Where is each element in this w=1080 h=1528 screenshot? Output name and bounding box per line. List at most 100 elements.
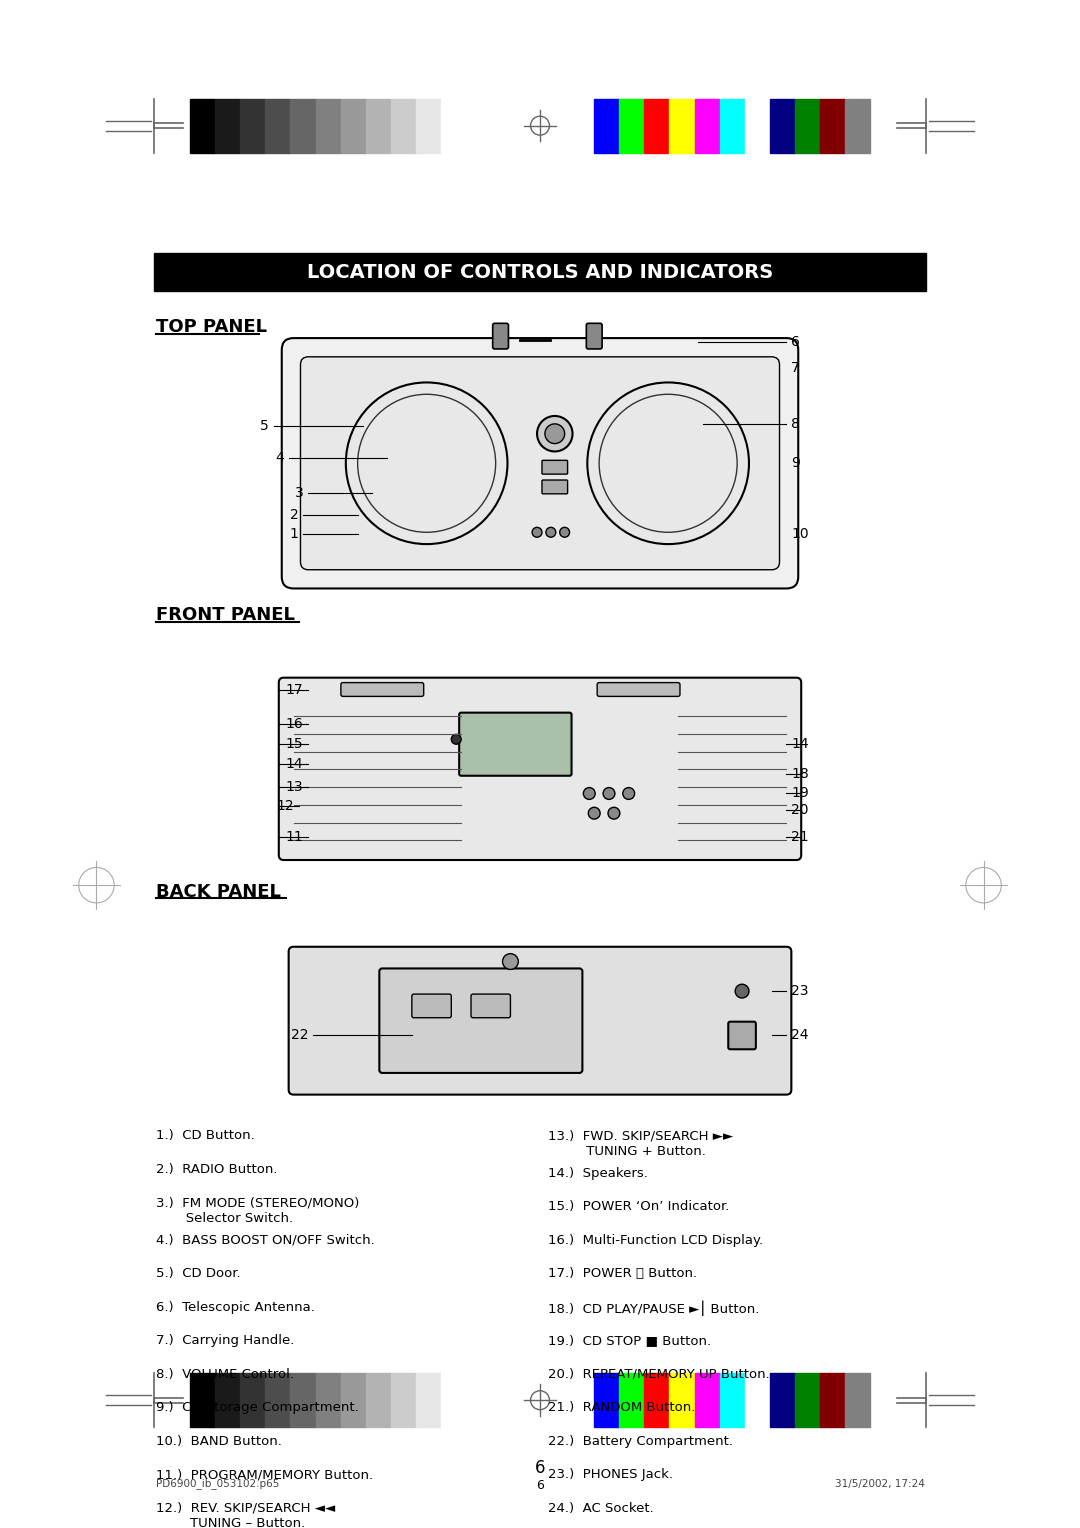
- Text: 3: 3: [295, 486, 303, 500]
- Text: 22: 22: [291, 1028, 309, 1042]
- Bar: [795, 1374, 820, 1427]
- Bar: [291, 99, 315, 153]
- Bar: [215, 1374, 240, 1427]
- Text: 9: 9: [792, 457, 800, 471]
- Text: 17: 17: [286, 683, 303, 697]
- Circle shape: [559, 527, 569, 538]
- Bar: [846, 1374, 870, 1427]
- Text: 10.)  BAND Button.: 10.) BAND Button.: [156, 1435, 282, 1447]
- Text: 17.)  POWER ⏻ Button.: 17.) POWER ⏻ Button.: [548, 1267, 697, 1280]
- Text: 23: 23: [792, 984, 809, 998]
- FancyBboxPatch shape: [300, 358, 780, 570]
- Circle shape: [545, 527, 556, 538]
- Text: 14: 14: [286, 756, 303, 772]
- Text: 23.)  PHONES Jack.: 23.) PHONES Jack.: [548, 1468, 673, 1481]
- Bar: [645, 99, 670, 153]
- FancyBboxPatch shape: [728, 1022, 756, 1050]
- Bar: [441, 1374, 467, 1427]
- Text: 6: 6: [535, 1459, 545, 1478]
- Text: 3.)  FM MODE (STEREO/MONO): 3.) FM MODE (STEREO/MONO): [156, 1196, 359, 1209]
- Bar: [391, 1374, 416, 1427]
- Text: 31/5/2002, 17:24: 31/5/2002, 17:24: [835, 1479, 924, 1488]
- Text: 12.)  REV. SKIP/SEARCH ◄◄: 12.) REV. SKIP/SEARCH ◄◄: [156, 1502, 335, 1514]
- FancyBboxPatch shape: [597, 683, 680, 697]
- Text: 10: 10: [792, 527, 809, 541]
- Bar: [416, 99, 441, 153]
- FancyBboxPatch shape: [459, 712, 571, 776]
- Bar: [694, 1374, 719, 1427]
- Bar: [670, 99, 694, 153]
- Text: 19: 19: [792, 787, 809, 801]
- FancyBboxPatch shape: [279, 677, 801, 860]
- Text: 8.)  VOLUME Control.: 8.) VOLUME Control.: [156, 1368, 294, 1381]
- Bar: [745, 1374, 770, 1427]
- Bar: [315, 99, 340, 153]
- Text: 9.)  CD Storage Compartment.: 9.) CD Storage Compartment.: [156, 1401, 359, 1415]
- FancyBboxPatch shape: [341, 683, 423, 697]
- Bar: [645, 1374, 670, 1427]
- Text: 16.)  Multi-Function LCD Display.: 16.) Multi-Function LCD Display.: [548, 1233, 762, 1247]
- Text: 2.)  RADIO Button.: 2.) RADIO Button.: [156, 1163, 278, 1175]
- Bar: [846, 99, 870, 153]
- Text: 6: 6: [536, 1479, 544, 1491]
- Bar: [820, 1374, 846, 1427]
- Text: 13: 13: [286, 779, 303, 793]
- Text: 21.)  RANDOM Button.: 21.) RANDOM Button.: [548, 1401, 696, 1415]
- Text: TUNING – Button.: TUNING – Button.: [156, 1517, 305, 1528]
- Bar: [340, 99, 366, 153]
- Text: FRONT PANEL: FRONT PANEL: [156, 607, 295, 625]
- Bar: [315, 1374, 340, 1427]
- Text: Selector Switch.: Selector Switch.: [156, 1212, 293, 1225]
- Bar: [795, 99, 820, 153]
- Text: 2: 2: [289, 507, 298, 521]
- Bar: [266, 1374, 291, 1427]
- Text: 6.)  Telescopic Antenna.: 6.) Telescopic Antenna.: [156, 1300, 314, 1314]
- Text: PD6900_ib_053102.p65: PD6900_ib_053102.p65: [156, 1479, 279, 1490]
- Text: 5.)  CD Door.: 5.) CD Door.: [156, 1267, 240, 1280]
- Bar: [670, 1374, 694, 1427]
- Bar: [619, 99, 645, 153]
- Bar: [441, 99, 467, 153]
- Circle shape: [537, 416, 572, 451]
- Text: 1: 1: [289, 527, 298, 541]
- Text: 22.)  Battery Compartment.: 22.) Battery Compartment.: [548, 1435, 733, 1447]
- Text: 4.)  BASS BOOST ON/OFF Switch.: 4.) BASS BOOST ON/OFF Switch.: [156, 1233, 375, 1247]
- Text: 11: 11: [286, 830, 303, 845]
- Text: 21: 21: [792, 830, 809, 845]
- Bar: [340, 1374, 366, 1427]
- Circle shape: [451, 735, 461, 744]
- Text: 1.)  CD Button.: 1.) CD Button.: [156, 1129, 254, 1141]
- Text: LOCATION OF CONTROLS AND INDICATORS: LOCATION OF CONTROLS AND INDICATORS: [307, 263, 773, 281]
- Text: 4: 4: [275, 451, 284, 466]
- Circle shape: [603, 787, 615, 799]
- Text: 7.)  Carrying Handle.: 7.) Carrying Handle.: [156, 1334, 294, 1348]
- Text: 7: 7: [792, 361, 800, 374]
- Bar: [594, 1374, 619, 1427]
- Bar: [745, 99, 770, 153]
- Text: 15: 15: [286, 736, 303, 752]
- Bar: [619, 1374, 645, 1427]
- Bar: [153, 254, 927, 290]
- Circle shape: [608, 807, 620, 819]
- Bar: [416, 1374, 441, 1427]
- Bar: [770, 1374, 795, 1427]
- Text: 24.)  AC Socket.: 24.) AC Socket.: [548, 1502, 653, 1514]
- Circle shape: [502, 953, 518, 969]
- Bar: [391, 99, 416, 153]
- Text: 12: 12: [276, 799, 294, 813]
- Text: BACK PANEL: BACK PANEL: [156, 883, 281, 900]
- Bar: [594, 99, 619, 153]
- Circle shape: [532, 527, 542, 538]
- Text: 19.)  CD STOP ■ Button.: 19.) CD STOP ■ Button.: [548, 1334, 711, 1348]
- Bar: [719, 99, 745, 153]
- Bar: [770, 99, 795, 153]
- Bar: [719, 1374, 745, 1427]
- FancyBboxPatch shape: [379, 969, 582, 1073]
- Bar: [820, 99, 846, 153]
- Bar: [266, 99, 291, 153]
- Text: 8: 8: [792, 417, 800, 431]
- FancyBboxPatch shape: [492, 324, 509, 348]
- Text: 15.)  POWER ‘On’ Indicator.: 15.) POWER ‘On’ Indicator.: [548, 1199, 729, 1213]
- Text: 13.)  FWD. SKIP/SEARCH ►►: 13.) FWD. SKIP/SEARCH ►►: [548, 1129, 733, 1141]
- Text: 18.)  CD PLAY/PAUSE ►⎮ Button.: 18.) CD PLAY/PAUSE ►⎮ Button.: [548, 1300, 759, 1316]
